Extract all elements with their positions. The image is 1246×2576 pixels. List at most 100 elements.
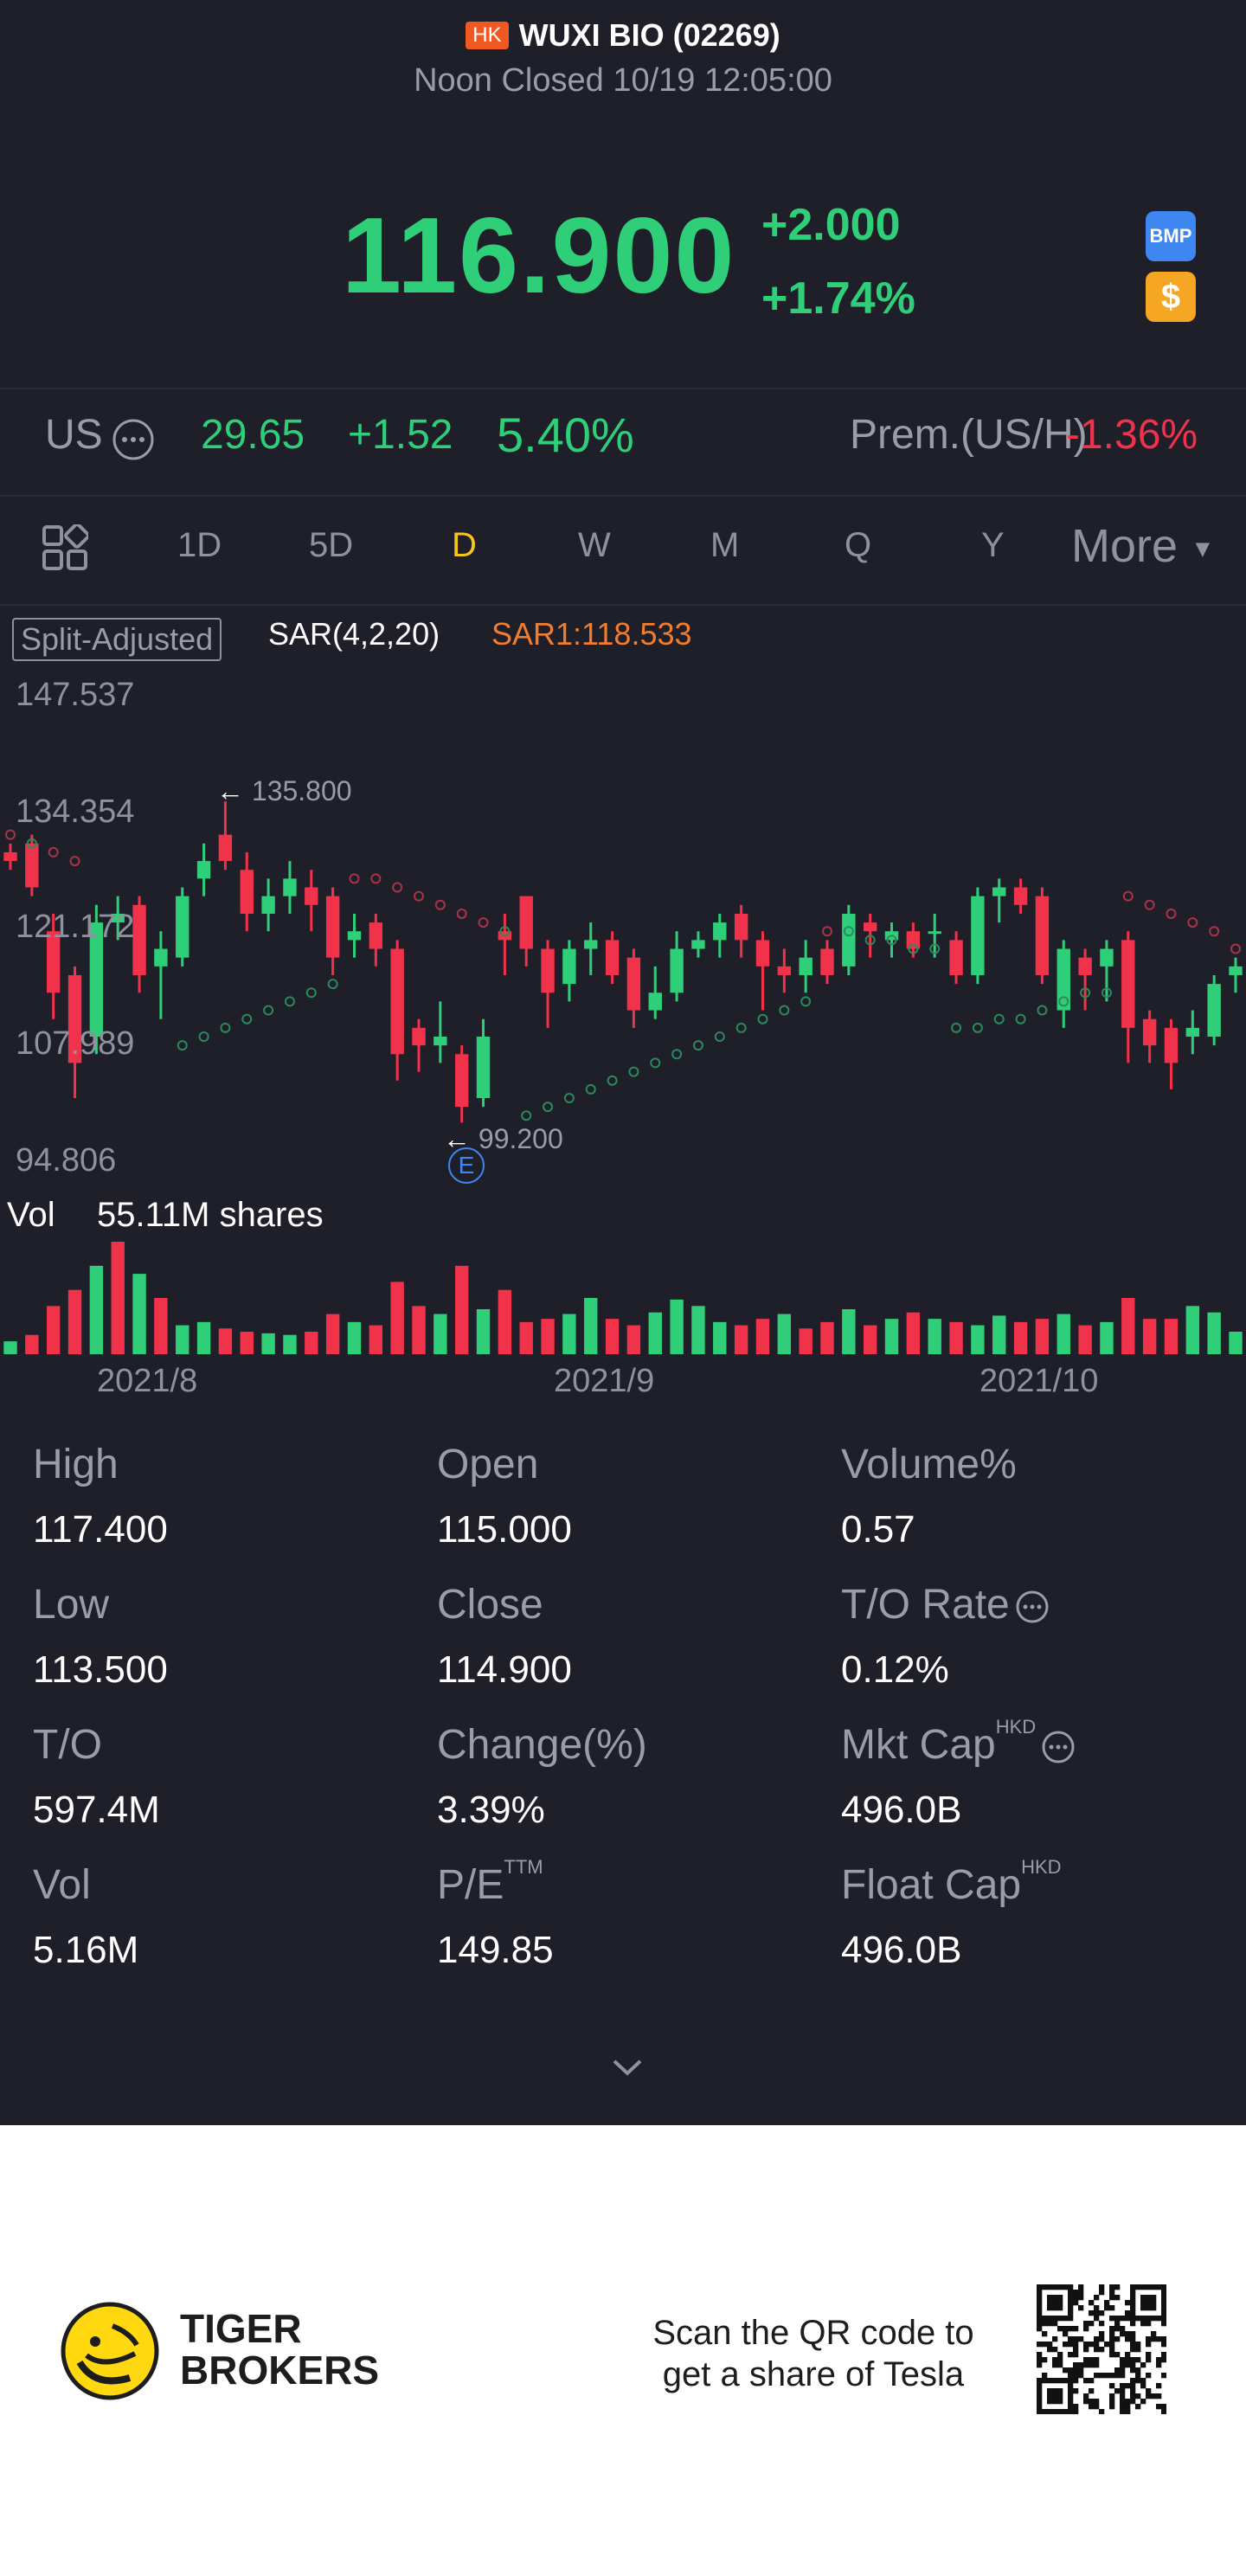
more-options-icon[interactable] [111, 417, 156, 466]
stat-value: 115.000 [437, 1508, 572, 1551]
divider [0, 495, 1246, 497]
sar-dot [263, 1005, 274, 1016]
sar-dot [349, 873, 360, 884]
us-price: 29.65 [201, 412, 305, 458]
tab-y[interactable]: Y [981, 526, 1005, 564]
volume-bar [434, 1314, 447, 1354]
stat-label-text: Float Cap [841, 1862, 1022, 1908]
volume-bar [1121, 1298, 1135, 1354]
sar-dot [543, 1102, 554, 1113]
info-dots-icon[interactable] [1010, 1582, 1050, 1628]
stat-label-text: Volume% [841, 1442, 1017, 1487]
volume-bar [584, 1298, 598, 1354]
sar-dot [864, 935, 876, 946]
indicator-name[interactable]: SAR(4,2,20) [268, 616, 440, 652]
candle-body [755, 940, 770, 967]
price-chart[interactable] [0, 658, 1246, 1367]
volume-bar [476, 1309, 491, 1354]
dollar-icon[interactable]: $ [1146, 272, 1196, 322]
tab-q[interactable]: Q [845, 526, 872, 564]
volume-bar [1164, 1319, 1179, 1354]
tab-1d[interactable]: 1D [177, 526, 222, 564]
sar-dot [1122, 890, 1134, 902]
x-axis-label: 2021/8 [97, 1363, 198, 1399]
chevron-down-icon[interactable] [611, 2058, 644, 2083]
event-marker-icon[interactable]: E [448, 1147, 485, 1184]
candle-body [1164, 1027, 1179, 1063]
stat-label-text: High [33, 1442, 119, 1487]
volume-bar [734, 1325, 748, 1354]
stat-label-text: Close [437, 1582, 543, 1628]
volume-bar [325, 1314, 340, 1354]
brand-line: TIGER [180, 2306, 302, 2351]
stat-label-text: Mkt Cap [841, 1722, 996, 1768]
candle-body [541, 948, 555, 993]
candle-body [132, 904, 146, 975]
candle-body [1142, 1018, 1157, 1046]
volume-bar [949, 1321, 963, 1354]
sar-dot [671, 1049, 683, 1060]
qr-caption: Scan the QR code to get a share of Tesla [640, 2312, 986, 2395]
sar-dot [779, 1005, 790, 1016]
brand-name: TIGER BROKERS [180, 2308, 379, 2391]
sar-dot [714, 1031, 725, 1042]
volume-bar [218, 1328, 233, 1354]
arrow-left-icon: ← [216, 775, 244, 806]
qr-code-icon[interactable] [1037, 2284, 1166, 2414]
volume-bar [240, 1332, 254, 1354]
sar-dot [1230, 943, 1241, 954]
stat-label: High [33, 1441, 119, 1488]
sar-dot [929, 943, 941, 954]
stat-value: 3.39% [437, 1789, 545, 1831]
sar-dot [1080, 987, 1091, 999]
layout-grid-icon[interactable] [42, 523, 90, 575]
candle-body [691, 940, 705, 949]
caret-down-icon: ▼ [1191, 535, 1215, 562]
volume-bar [1013, 1321, 1028, 1354]
candle-body [1013, 887, 1028, 905]
sar-dot [822, 926, 832, 937]
market-badge: HK [466, 22, 509, 49]
volume-bar [755, 1319, 770, 1354]
stat-label: T/O [33, 1721, 102, 1769]
tab-w[interactable]: W [578, 526, 611, 564]
candle-body [906, 931, 921, 949]
tab-d[interactable]: D [452, 526, 477, 564]
volume-bar [863, 1325, 877, 1354]
split-adjusted-toggle[interactable]: Split-Adjusted [12, 618, 222, 661]
stat-value: 5.16M [33, 1929, 139, 1971]
candle-body [412, 1027, 426, 1046]
volume-bar [1185, 1306, 1200, 1354]
sar-dot [1058, 996, 1069, 1007]
candle-body [626, 957, 641, 1011]
candle-body [562, 948, 576, 985]
high-marker-value: 135.800 [251, 775, 352, 806]
volume-bar [46, 1306, 61, 1354]
stat-label: Mkt CapHKD [841, 1716, 1076, 1769]
y-axis-label: 121.172 [16, 909, 135, 945]
candle-body [176, 896, 189, 958]
stat-label: Open [437, 1441, 538, 1488]
sar-dot [1209, 926, 1220, 937]
tab-more[interactable]: More ▼ [1071, 519, 1215, 573]
volume-bar [605, 1319, 620, 1354]
candle-body [734, 913, 748, 941]
candle-body [648, 992, 662, 1011]
bmp-icon[interactable]: BMP [1146, 211, 1196, 261]
candle-body [820, 948, 834, 975]
tab-m[interactable]: M [710, 526, 740, 564]
volume-bar [670, 1299, 684, 1354]
stat-label-text: Open [437, 1442, 539, 1487]
us-change: +1.52 [348, 412, 453, 458]
stat-value: 597.4M [33, 1789, 160, 1831]
candle-body [111, 913, 125, 923]
sar-dot [585, 1083, 596, 1095]
sar-dot [198, 1031, 209, 1042]
sar-dot [284, 996, 295, 1007]
info-dots-icon[interactable] [1036, 1722, 1076, 1768]
tab-5d[interactable]: 5D [309, 526, 354, 564]
volume-bar [305, 1332, 318, 1354]
stat-unit-sup: TTM [504, 1856, 543, 1878]
volume-bar [971, 1325, 985, 1354]
stat-label: T/O Rate [841, 1581, 1050, 1628]
